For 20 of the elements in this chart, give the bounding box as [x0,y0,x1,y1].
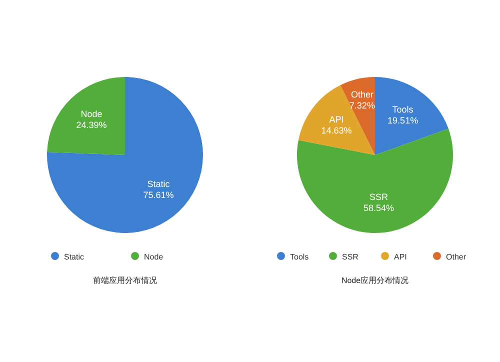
text: 前端应用分布情况 [93,276,157,285]
legend-label: API [394,252,407,262]
slice-label: Tools [392,104,414,114]
data-label: 24.39% [76,120,107,130]
legend-label: Static [64,252,84,262]
legend-label: SSR [342,252,359,262]
data-label: 7.32% [349,100,375,110]
slice-label: Node [80,109,102,120]
data-label: 14.63% [321,126,352,136]
legend-label: Tools [290,252,309,262]
data-label: 58.54% [363,203,394,214]
data-label: 19.51% [388,115,418,126]
slice-label: SSR [369,192,388,202]
slice-label: Other [350,89,374,100]
legend-label: Other [446,252,466,262]
slice-label: Static [147,178,170,189]
data-label: 75.61% [143,190,174,200]
text: Node应用分布情况 [341,276,409,285]
legend-label: Node [144,252,164,262]
slice-label: API [329,114,344,125]
